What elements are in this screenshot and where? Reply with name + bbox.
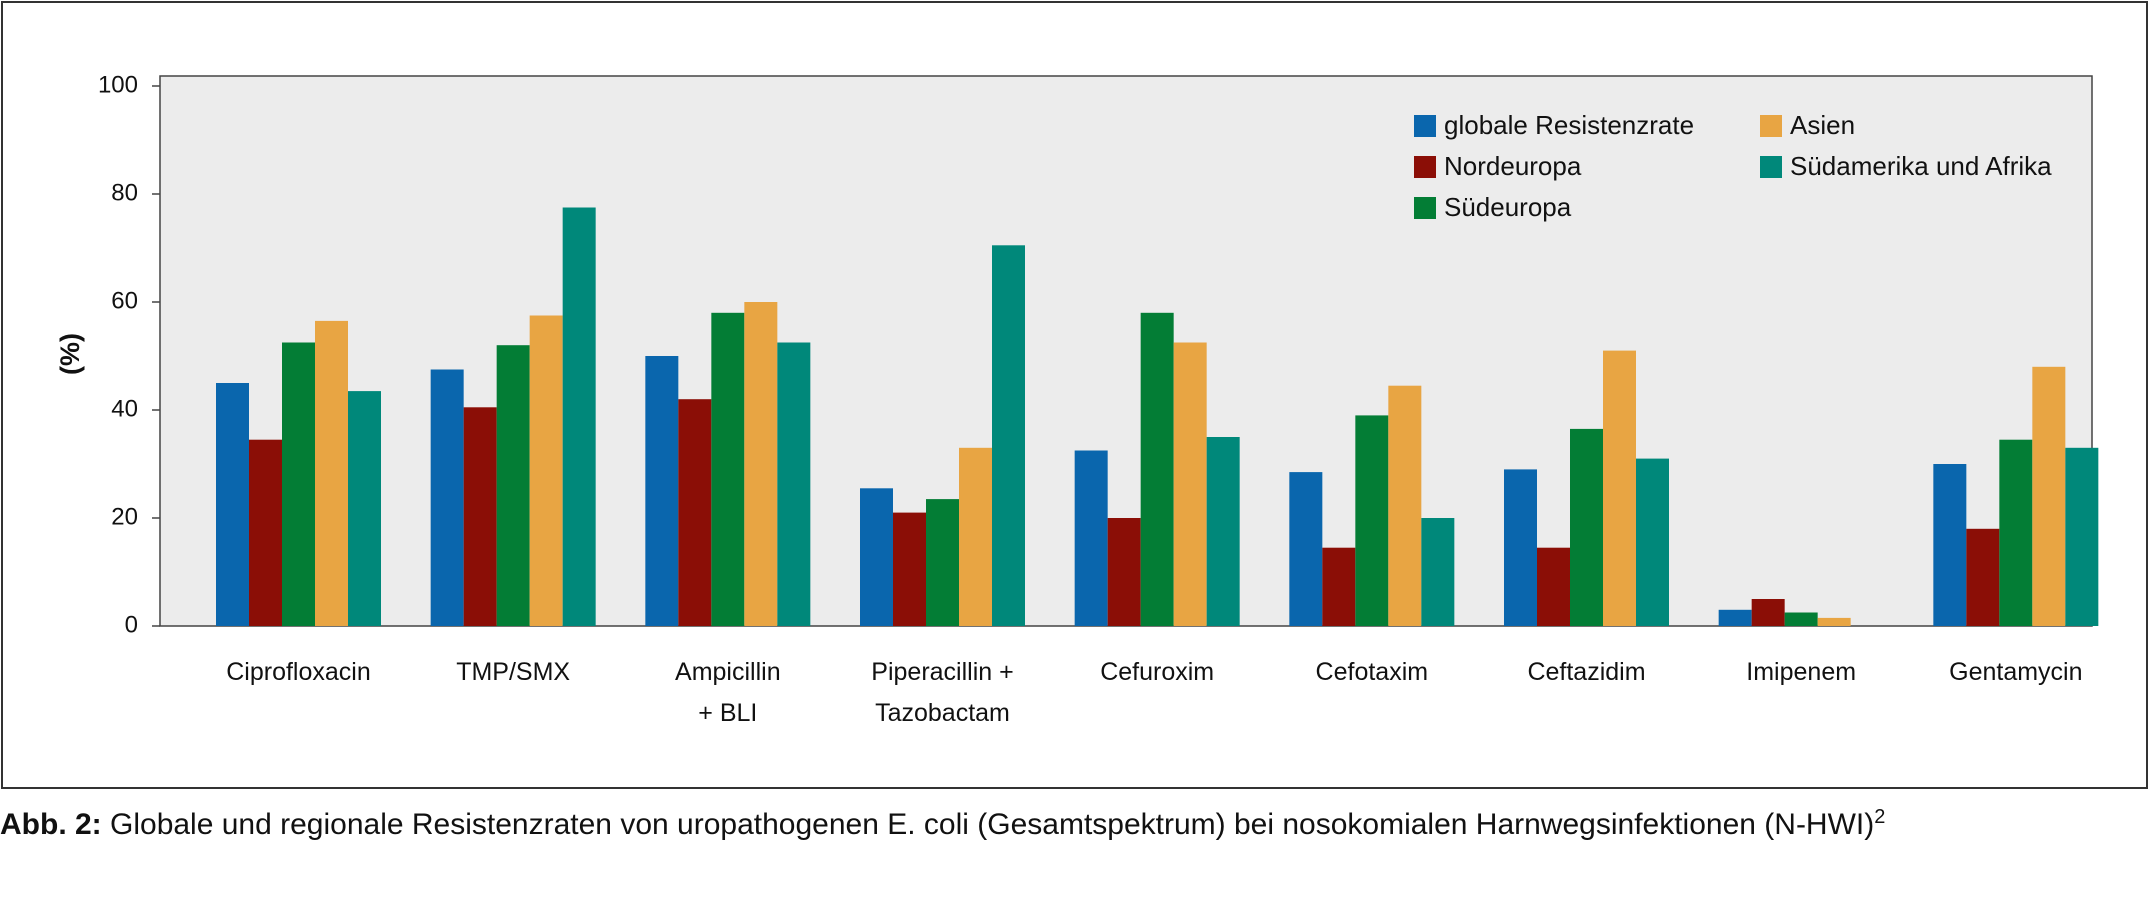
y-tick-label: 20 — [111, 503, 138, 530]
x-axis-labels: Ciprofloxacin TMP/SMX Ampicillin + BLI Piper… — [226, 658, 2082, 727]
y-tick-label: 40 — [111, 395, 138, 422]
bar — [529, 315, 563, 626]
bar — [893, 512, 926, 626]
bar — [2032, 366, 2066, 626]
bar — [1140, 312, 1174, 626]
bar — [1603, 350, 1636, 626]
bars-group — [216, 207, 2099, 627]
bar — [1173, 342, 1207, 626]
bar — [216, 383, 249, 626]
y-tick-label: 80 — [111, 179, 138, 206]
bar — [1570, 428, 1603, 626]
legend-swatch — [1414, 115, 1436, 137]
legend-swatch — [1760, 115, 1782, 137]
y-axis: 0 20 40 60 80 100 — [98, 71, 160, 638]
bar-chart: 0 20 40 60 80 100 Ciprofloxacin TMP/SMX Ampicil… — [55, 71, 2099, 727]
bar — [1289, 472, 1323, 626]
legend-swatch — [1414, 156, 1436, 178]
y-tick-label: 60 — [111, 287, 138, 314]
bar — [711, 312, 745, 626]
bar — [282, 342, 315, 626]
x-tick-label: Cefotaxim — [1316, 658, 1429, 686]
bar — [430, 369, 464, 626]
bar — [1206, 437, 1240, 626]
x-tick-label: + BLI — [698, 699, 757, 727]
x-tick-label: TMP/SMX — [456, 658, 570, 686]
x-tick-label: Imipenem — [1746, 658, 1856, 686]
bar — [1388, 385, 1422, 626]
bar — [1322, 547, 1356, 626]
bar — [1355, 415, 1389, 626]
figure-frame — [1, 1, 2148, 789]
x-tick-label: Piperacillin + — [871, 658, 1013, 686]
figure-caption: Abb. 2: Globale und regionale Resistenzr… — [0, 806, 2151, 842]
bar — [744, 302, 778, 626]
legend: globale Resistenzrate Nordeuropa Südeuropa… — [1414, 110, 2052, 222]
x-tick-label: Tazobactam — [875, 699, 1010, 727]
x-tick-label: Gentamycin — [1949, 658, 2082, 686]
legend-label: globale Resistenzrate — [1444, 110, 1694, 140]
legend-label: Nordeuropa — [1444, 151, 1582, 181]
x-tick-label: Cefuroxim — [1100, 658, 1214, 686]
x-tick-label: Ceftazidim — [1527, 658, 1645, 686]
bar — [562, 207, 596, 626]
caption-superscript: 2 — [1874, 806, 1886, 828]
bar — [860, 488, 893, 626]
legend-label: Südamerika und Afrika — [1790, 151, 2052, 181]
bar — [1718, 609, 1752, 626]
bar — [992, 245, 1025, 627]
y-tick-label: 0 — [125, 611, 138, 638]
x-tick-label: Ciprofloxacin — [226, 658, 371, 686]
y-tick-label: 100 — [98, 71, 138, 98]
bar — [1966, 528, 2000, 626]
bar — [926, 499, 959, 626]
bar — [1074, 450, 1108, 626]
bar — [1751, 599, 1785, 626]
legend-label: Südeuropa — [1444, 192, 1572, 222]
legend-swatch — [1760, 156, 1782, 178]
bar — [678, 399, 712, 626]
caption-text: Globale und regionale Resistenzraten von… — [101, 808, 1875, 841]
bar — [463, 407, 497, 626]
bar — [1537, 547, 1570, 626]
bar — [1421, 518, 1455, 626]
bar — [777, 342, 811, 626]
legend-swatch — [1414, 197, 1436, 219]
caption-prefix: Abb. 2: — [0, 808, 102, 841]
bar — [1504, 469, 1537, 626]
bar — [249, 439, 282, 626]
bar — [1999, 439, 2033, 626]
bar — [645, 356, 679, 626]
bar — [1817, 617, 1851, 626]
bar — [1107, 518, 1141, 626]
bar — [1933, 464, 1967, 626]
bar — [496, 345, 530, 626]
bar — [1784, 612, 1818, 626]
x-tick-label: Ampicillin — [675, 658, 781, 686]
bar — [348, 391, 381, 626]
legend-label: Asien — [1790, 110, 1855, 140]
bar — [959, 447, 992, 626]
bar — [1636, 458, 1669, 626]
bar — [315, 320, 348, 626]
y-axis-label: (%) — [55, 333, 85, 375]
bar — [2065, 447, 2099, 626]
